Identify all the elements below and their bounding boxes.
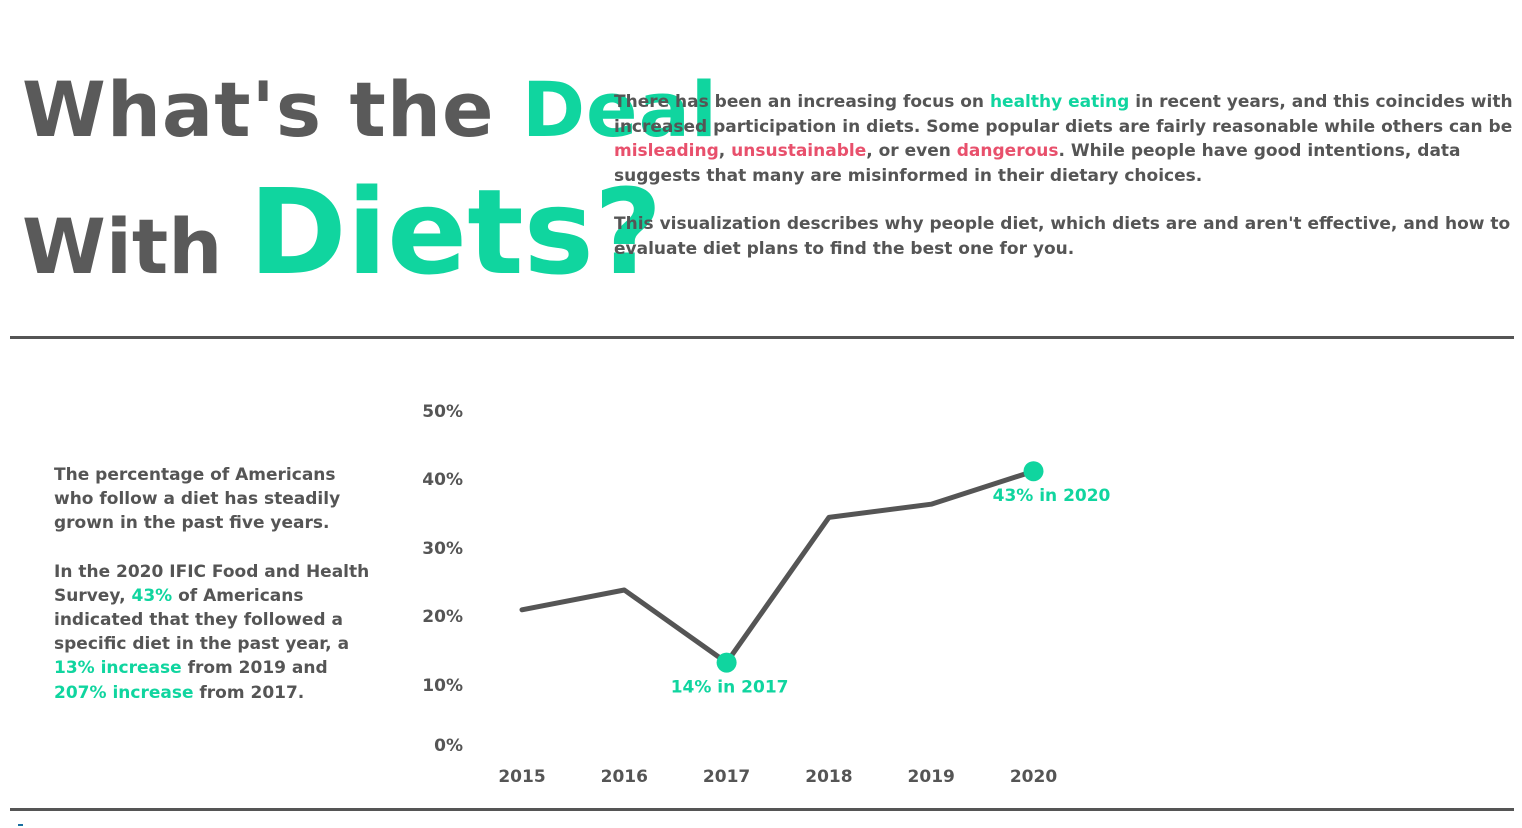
title-text: With bbox=[22, 202, 249, 291]
x-tick-label: 2018 bbox=[805, 767, 852, 787]
intro-text-segment: . While people have good intentions, dat… bbox=[614, 141, 1461, 186]
intro-paragraph-1: There has been an increasing focus on he… bbox=[614, 90, 1514, 188]
title-highlight: Deal bbox=[521, 65, 718, 154]
highlight-43-percent: 43% bbox=[131, 585, 173, 606]
intro-paragraph-2: This visualization describes why people … bbox=[614, 214, 1511, 259]
description-paragraph-1: The percentage of Americans who follow a… bbox=[54, 465, 341, 534]
highlight-point bbox=[1023, 461, 1044, 482]
x-tick-label: 2016 bbox=[601, 767, 648, 787]
intro-text: There has been an increasing focus on he… bbox=[614, 90, 1514, 285]
description-text-segment: of Americans indicated that they followe… bbox=[54, 585, 350, 655]
title-line-2: With Diets? bbox=[22, 163, 662, 301]
intro-text-segment: in recent years, and this coincides with… bbox=[614, 92, 1513, 137]
highlight-unsustainable: unsustainable bbox=[731, 141, 867, 161]
data-label: 43% in 2020 bbox=[993, 486, 1111, 506]
highlight-misleading: misleading bbox=[614, 141, 719, 161]
highlight-207-increase: 207% increase bbox=[54, 682, 194, 703]
corner-mark bbox=[18, 824, 23, 826]
description-text-segment: from 2017. bbox=[193, 682, 305, 703]
x-tick-label: 2017 bbox=[703, 767, 750, 787]
title-highlight-large: Diets? bbox=[248, 163, 663, 301]
y-tick-label: 10% bbox=[422, 676, 463, 696]
highlight-healthy-eating: healthy eating bbox=[989, 92, 1130, 112]
x-tick-label: 2019 bbox=[908, 767, 955, 787]
data-label: 14% in 2017 bbox=[671, 678, 789, 698]
y-tick-label: 30% bbox=[422, 539, 463, 559]
highlight-point bbox=[716, 652, 737, 673]
chart-description: The percentage of Americans who follow a… bbox=[54, 463, 374, 729]
description-paragraph-2: In the 2020 IFIC Food and Health Survey,… bbox=[54, 560, 374, 705]
highlight-dangerous: dangerous bbox=[956, 141, 1059, 161]
y-tick-label: 20% bbox=[422, 607, 463, 627]
y-tick-label: 50% bbox=[422, 402, 463, 422]
description-text-segment: In the 2020 IFIC Food and Health Survey, bbox=[54, 561, 370, 606]
intro-text-segment: , bbox=[718, 141, 732, 161]
title-text: What's the bbox=[22, 65, 522, 154]
y-tick-label: 0% bbox=[434, 736, 463, 756]
y-tick-label: 40% bbox=[422, 470, 463, 490]
divider-top bbox=[10, 336, 1514, 339]
description-text-segment: from 2019 and bbox=[181, 658, 328, 679]
x-tick-label: 2015 bbox=[498, 767, 545, 787]
divider-bottom bbox=[10, 808, 1514, 811]
intro-text-segment: , or even bbox=[866, 141, 957, 161]
highlight-13-increase: 13% increase bbox=[54, 658, 182, 679]
title-line-1: What's the Deal bbox=[22, 65, 718, 154]
series-line bbox=[519, 468, 1036, 666]
x-tick-label: 2020 bbox=[1010, 767, 1057, 787]
intro-text-segment: There has been an increasing focus on bbox=[614, 92, 990, 112]
